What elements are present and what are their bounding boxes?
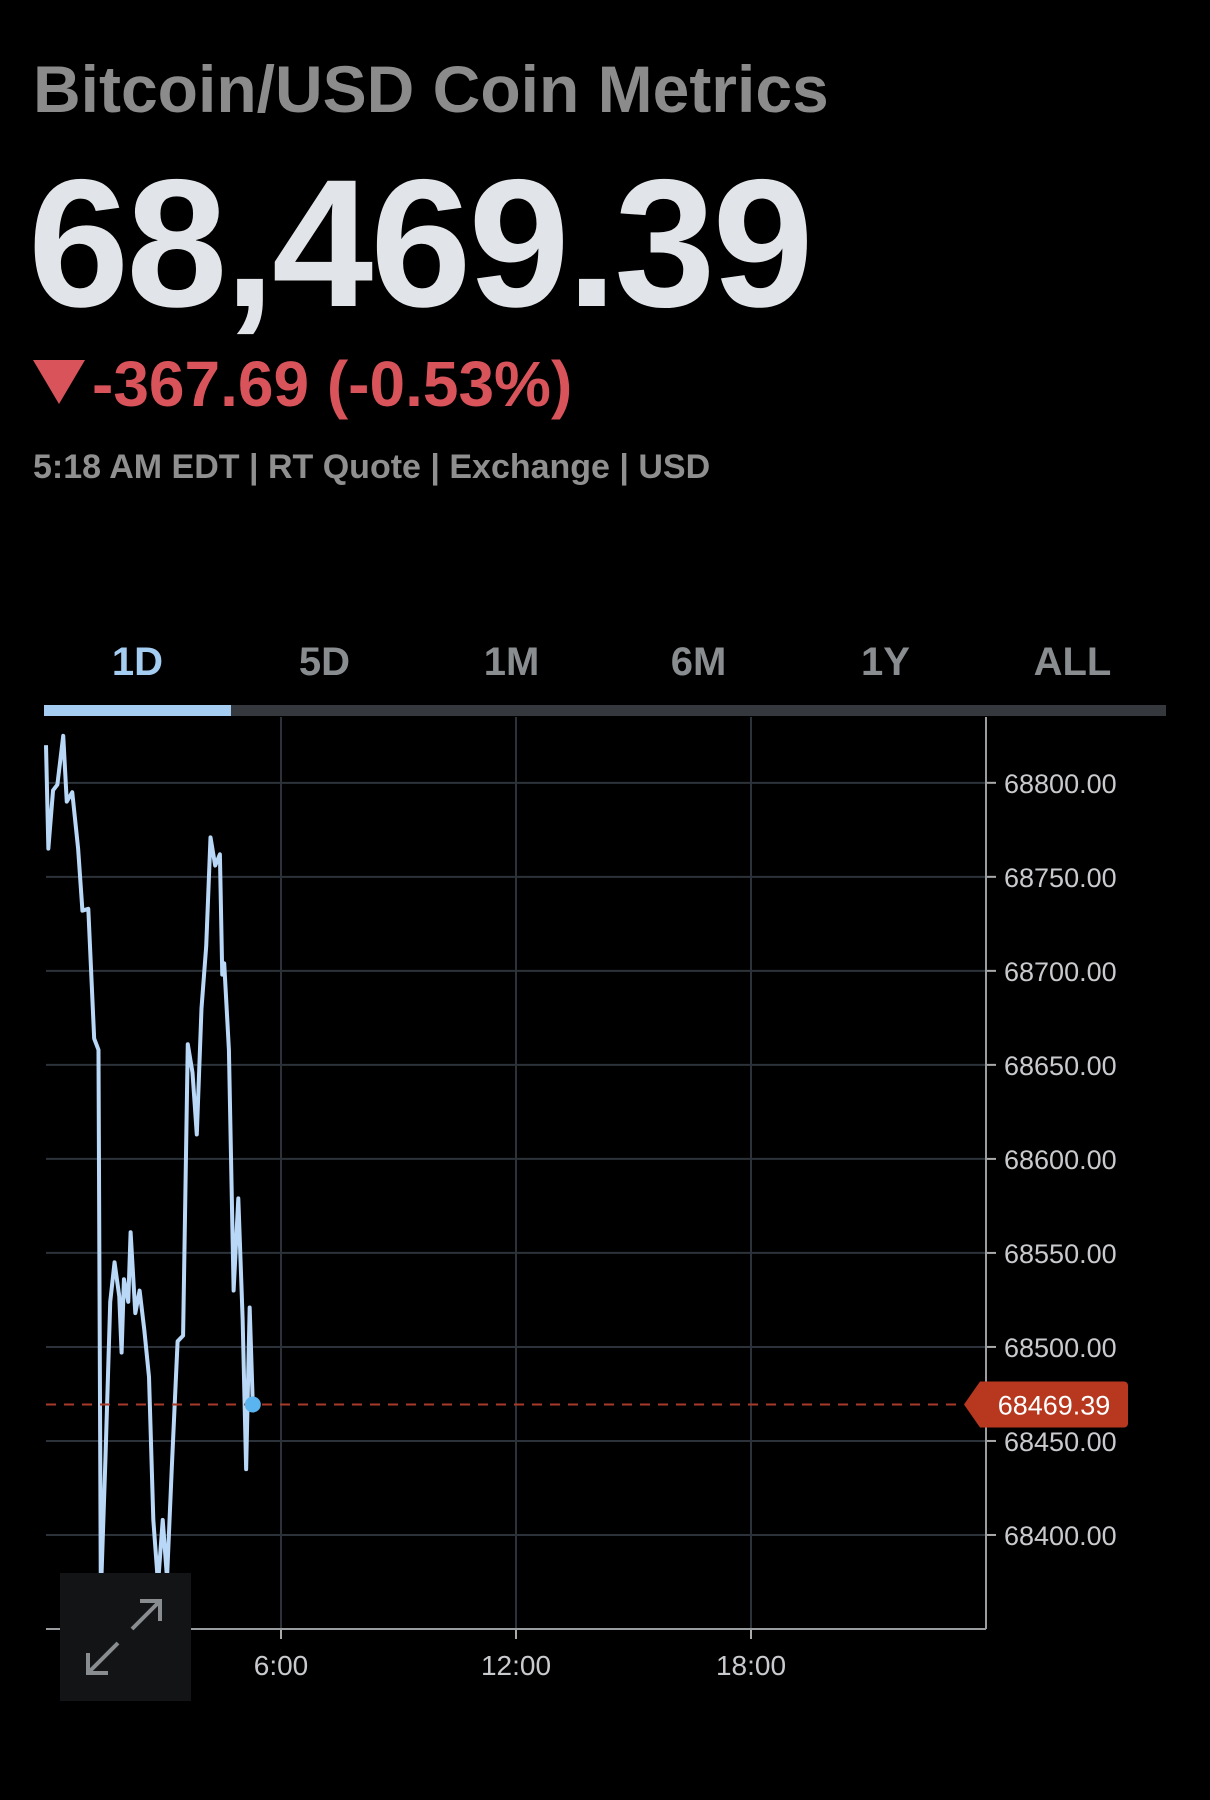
tab-bar <box>44 705 1166 716</box>
title: Bitcoin/USD Coin Metrics <box>33 52 829 126</box>
y-tick-label: 68450.00 <box>1004 1427 1117 1457</box>
tab[interactable]: 1Y <box>861 640 910 684</box>
tab[interactable]: ALL <box>1034 640 1112 684</box>
x-tick-label: 6:00 <box>254 1650 309 1681</box>
tab[interactable]: 6M <box>671 640 727 684</box>
price-change: -367.69 (-0.53%) <box>92 348 573 420</box>
x-tick-label: 18:00 <box>716 1650 786 1681</box>
last-value-badge <box>964 1381 1128 1428</box>
x-tick-label: 12:00 <box>481 1650 551 1681</box>
price-line <box>44 733 255 1598</box>
y-tick-label: 68700.00 <box>1004 957 1117 987</box>
y-tick-label: 68550.00 <box>1004 1239 1117 1269</box>
last-value-label: 68469.39 <box>998 1390 1111 1420</box>
price: 68,469.39 <box>28 141 814 345</box>
y-tick-label: 68400.00 <box>1004 1521 1117 1551</box>
current-point <box>244 1396 261 1413</box>
quote-meta: 5:18 AM EDT | RT Quote | Exchange | USD <box>33 448 711 486</box>
y-tick-label: 68600.00 <box>1004 1145 1117 1175</box>
down-arrow <box>33 360 85 404</box>
tab-indicator <box>44 705 231 716</box>
y-tick-label: 68500.00 <box>1004 1333 1117 1363</box>
tab[interactable]: 5D <box>299 640 350 684</box>
expand-button[interactable] <box>60 1573 191 1701</box>
tab[interactable]: 1M <box>484 640 540 684</box>
y-tick-label: 68750.00 <box>1004 863 1117 893</box>
y-tick-label: 68800.00 <box>1004 769 1117 799</box>
tab[interactable]: 1D <box>112 640 163 684</box>
y-tick-label: 68650.00 <box>1004 1051 1117 1081</box>
